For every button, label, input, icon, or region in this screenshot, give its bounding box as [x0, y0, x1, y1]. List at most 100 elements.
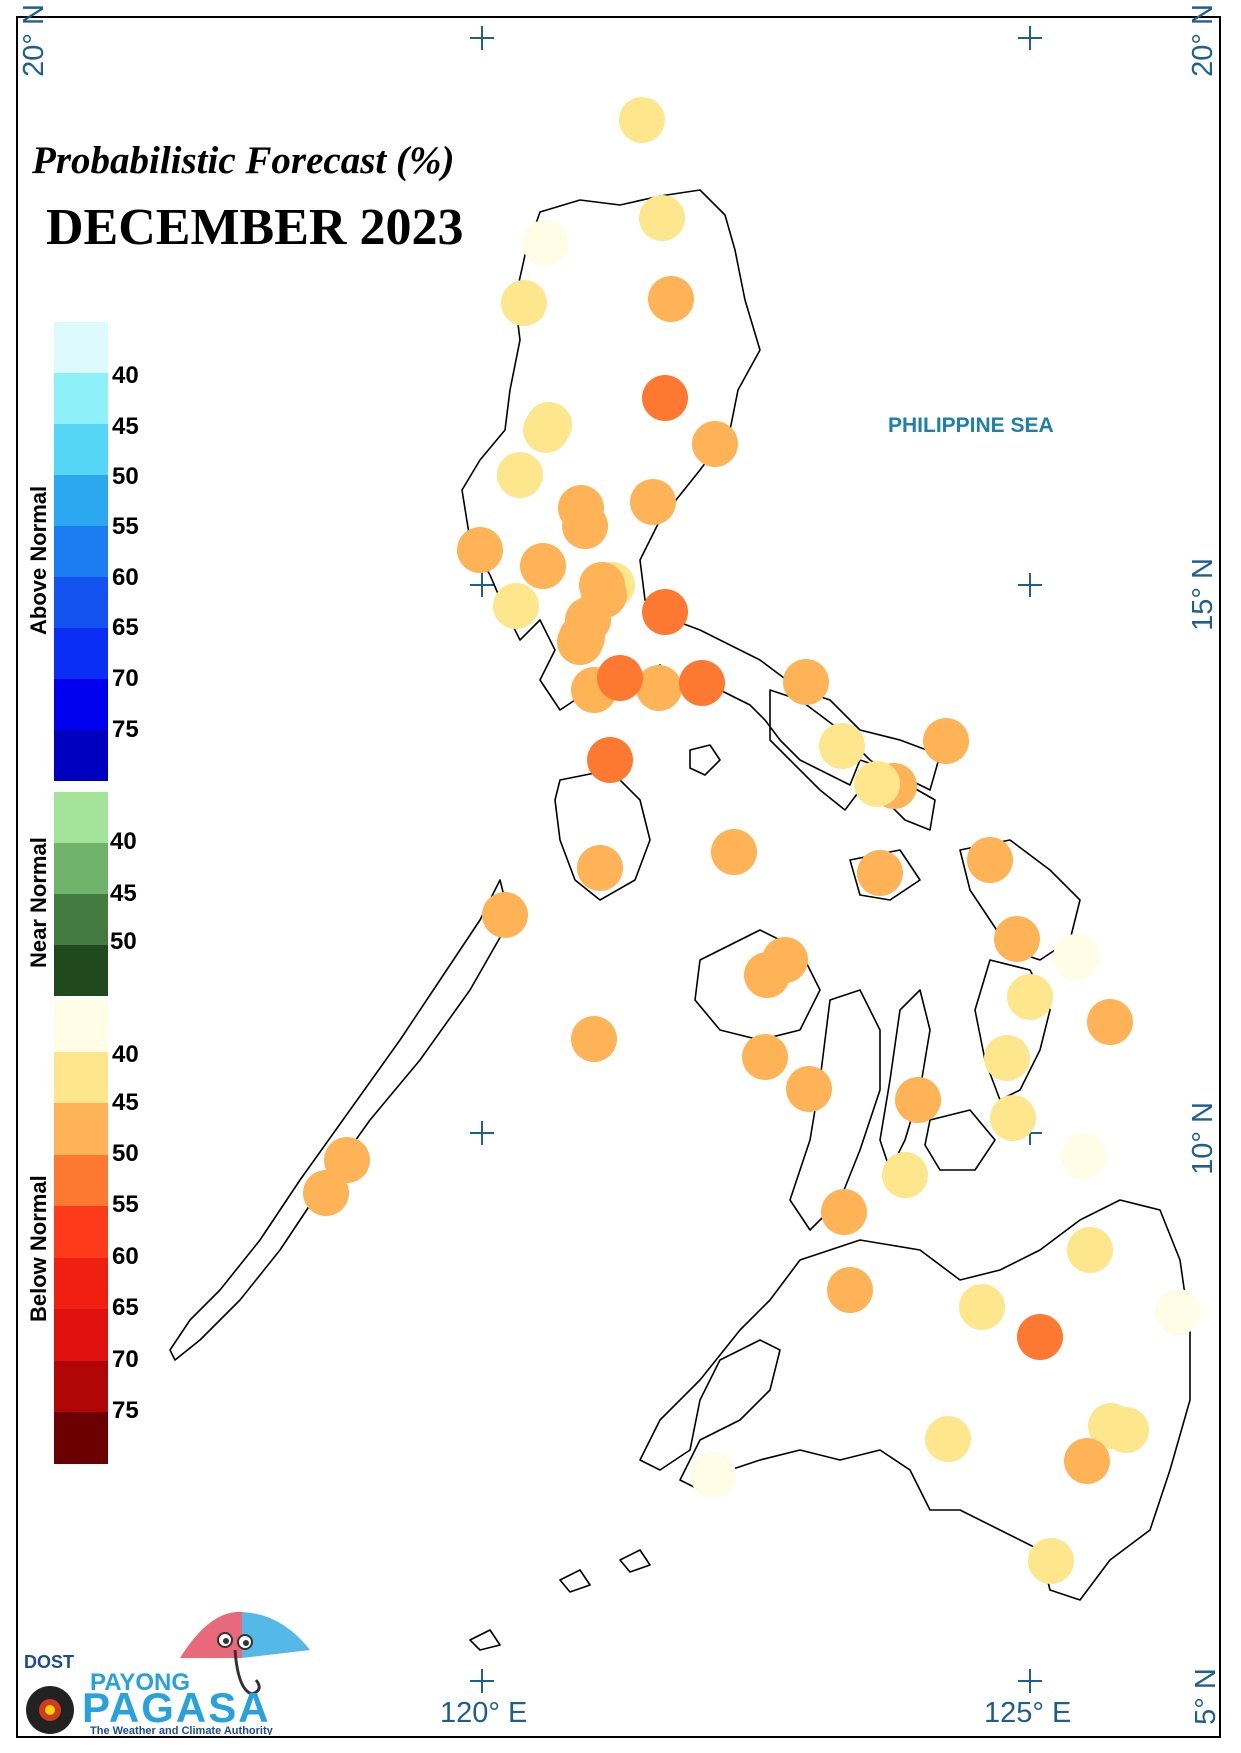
legend-color-cell: [54, 526, 108, 577]
station-marker: [679, 660, 725, 706]
station-marker: [642, 375, 688, 421]
station-marker: [648, 276, 694, 322]
legend-color-cell: [54, 322, 108, 373]
station-marker: [497, 452, 543, 498]
legend-color-cell: [54, 628, 108, 679]
mindanao-outline: [639, 1199, 1191, 1601]
lat-label-5n: 5° N: [1189, 1668, 1222, 1725]
legend-above-label: 75: [112, 716, 139, 743]
station-marker: [827, 1267, 873, 1313]
station-marker: [857, 850, 903, 896]
legend-below-label: 50: [112, 1140, 139, 1167]
station-marker: [984, 1035, 1030, 1081]
station-marker: [636, 665, 682, 711]
station-marker: [690, 1452, 736, 1498]
legend-above-label: 40: [112, 362, 139, 389]
station-marker: [692, 421, 738, 467]
legend-color-cell: [54, 373, 108, 424]
mindoro-outline: [554, 769, 651, 901]
station-marker: [597, 655, 643, 701]
station-marker: [990, 1095, 1036, 1141]
station-marker: [587, 737, 633, 783]
masbate-outline: [849, 849, 921, 901]
palawan-outline: [169, 879, 511, 1361]
lon-label-125e: 125° E: [984, 1697, 1072, 1729]
station-marker: [1067, 1227, 1113, 1273]
sulu-islands: [469, 1549, 651, 1651]
station-marker: [742, 1034, 788, 1080]
station-marker: [1087, 999, 1133, 1045]
marinduque-outline: [689, 744, 721, 776]
legend-below-title: Below Normal: [26, 1175, 51, 1322]
station-marker: [571, 1016, 617, 1062]
station-marker: [711, 829, 757, 875]
legend-color-cell: [54, 730, 108, 781]
legend-below-label: 75: [112, 1397, 139, 1424]
legend-color-cell: [54, 1000, 108, 1052]
station-marker: [1028, 1538, 1074, 1584]
station-marker: [959, 1284, 1005, 1330]
legend-color-cell: [54, 1412, 108, 1464]
legend-near-label: 45: [110, 880, 137, 907]
legend-below-normal: [54, 1000, 108, 1464]
map-title: Probabilistic Forecast (%): [32, 139, 455, 182]
legend-color-cell: [54, 1103, 108, 1155]
legend-above-label: 65: [112, 614, 139, 641]
legend-above-label: 45: [112, 413, 139, 440]
legend-near-title: Near Normal: [26, 837, 51, 968]
legend-color-cell: [54, 1051, 108, 1103]
station-marker: [854, 761, 900, 807]
legend-above-label: 50: [112, 463, 139, 490]
legend-near-normal: [54, 792, 108, 996]
station-marker: [925, 1416, 971, 1462]
station-marker: [501, 280, 547, 326]
station-marker: [1064, 1438, 1110, 1484]
station-marker: [522, 220, 568, 266]
legend-below-label: 70: [112, 1346, 139, 1373]
legend-above-label: 60: [112, 564, 139, 591]
station-marker: [783, 659, 829, 705]
dost-seal-icon: [26, 1686, 74, 1734]
legend-color-cell: [54, 1206, 108, 1258]
legend-color-cell: [54, 679, 108, 730]
legend-below-label: 45: [112, 1089, 139, 1116]
luzon-outline: [461, 189, 941, 791]
station-marker: [557, 619, 603, 665]
logo-graphic: DOST PAYONG PAGASA The Weather and Clima…: [24, 1611, 310, 1737]
lat-label-20n-right: 20° N: [1186, 4, 1219, 77]
station-marker: [1017, 1314, 1063, 1360]
legend-color-cell: [54, 1360, 108, 1412]
legend-color-cell: [54, 424, 108, 475]
legend-above-normal: [54, 322, 108, 781]
lon-label-120e: 120° E: [440, 1697, 528, 1729]
station-marker: [303, 1170, 349, 1216]
station-marker: [619, 97, 665, 143]
logo-tagline: The Weather and Climate Authority: [90, 1725, 274, 1735]
panay-outline: [694, 929, 821, 1041]
station-markers: [303, 97, 1201, 1584]
lat-label-20n-left: 20° N: [17, 4, 50, 77]
station-marker: [1103, 1407, 1149, 1453]
map-subtitle: DECEMBER 2023: [46, 199, 464, 256]
legend-color-cell: [54, 1309, 108, 1361]
station-marker: [630, 479, 676, 525]
station-marker: [577, 845, 623, 891]
station-marker: [967, 837, 1013, 883]
legend-color-cell: [54, 577, 108, 628]
station-marker: [1007, 974, 1053, 1020]
legend-near-label: 50: [110, 928, 137, 955]
logo-brand-top: PAYONG: [90, 1669, 190, 1696]
legend-color-cell: [54, 894, 108, 945]
station-marker: [523, 407, 569, 453]
station-marker: [482, 892, 528, 938]
legend-color-cell: [54, 843, 108, 894]
station-marker: [882, 1152, 928, 1198]
station-marker: [895, 1077, 941, 1123]
lat-label-15n: 15° N: [1186, 558, 1219, 631]
station-marker: [562, 503, 608, 549]
legend-below-label: 60: [112, 1243, 139, 1270]
station-marker: [457, 527, 503, 573]
legend-color-cell: [54, 792, 108, 843]
legend-color-cell: [54, 475, 108, 526]
